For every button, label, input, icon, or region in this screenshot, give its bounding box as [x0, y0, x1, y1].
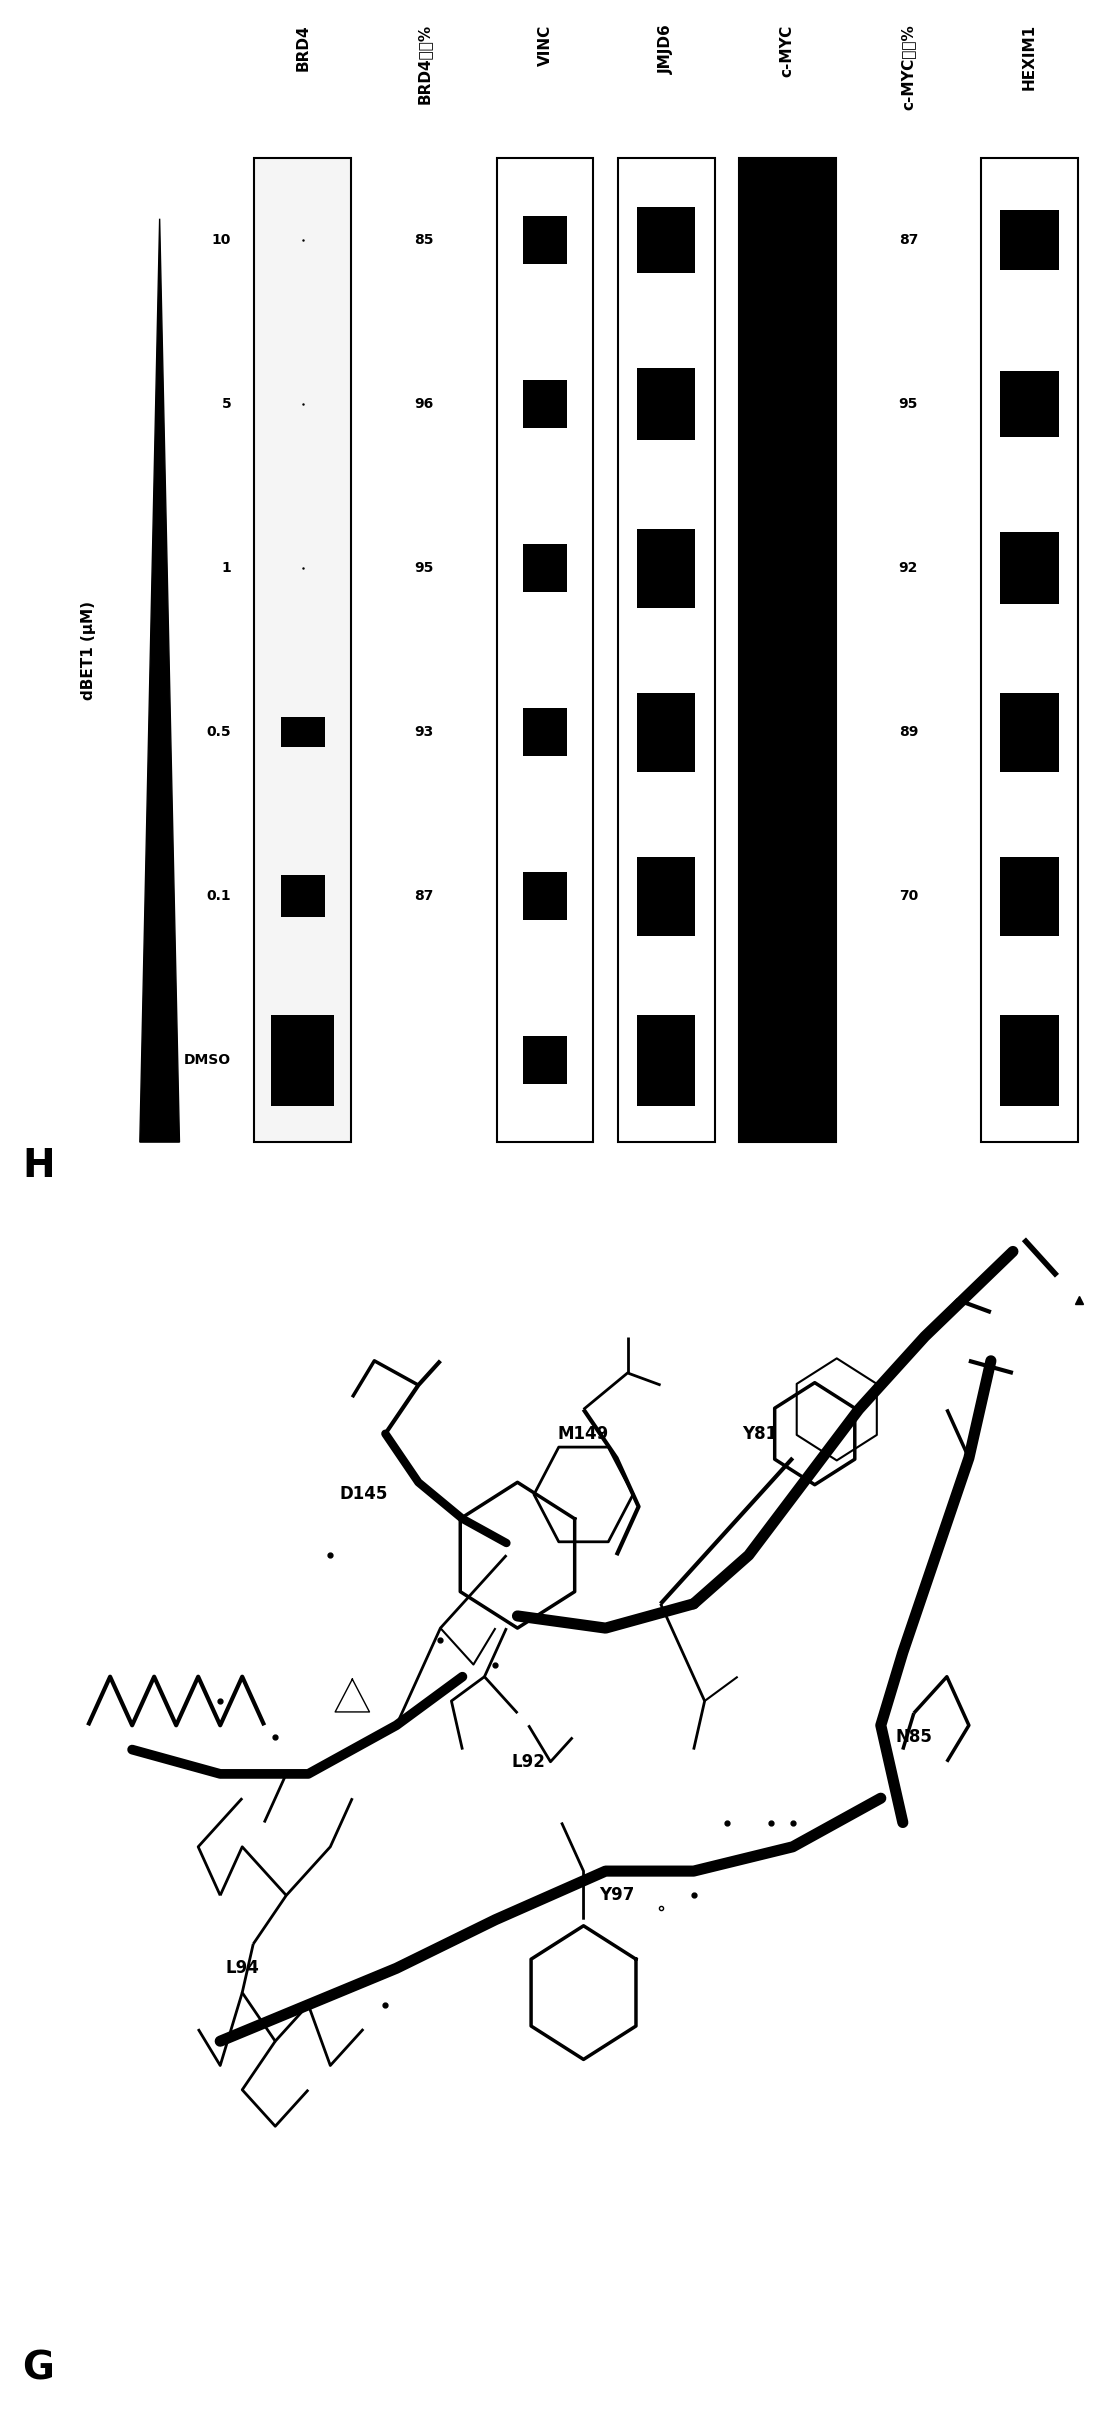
Bar [981, 158, 1078, 1142]
Text: JMJD6: JMJD6 [658, 24, 674, 73]
Text: 92: 92 [898, 561, 918, 576]
Text: BRD4降低%: BRD4降低% [416, 24, 432, 104]
Bar [637, 530, 695, 608]
Bar [1001, 369, 1058, 437]
Bar [281, 717, 325, 748]
Bar [523, 872, 567, 921]
Bar [1001, 858, 1058, 936]
Bar [523, 544, 567, 593]
Text: M149: M149 [558, 1424, 609, 1443]
Bar [523, 379, 567, 428]
Bar [523, 707, 567, 756]
Text: 5: 5 [221, 396, 231, 411]
Bar [637, 367, 695, 440]
Text: 87: 87 [898, 233, 918, 248]
Text: BRD4: BRD4 [295, 24, 310, 70]
Bar [1001, 532, 1058, 605]
Text: DMSO: DMSO [184, 1052, 231, 1067]
Polygon shape [140, 219, 179, 1142]
Bar [618, 158, 715, 1142]
Text: Y81: Y81 [742, 1424, 777, 1443]
Bar [739, 158, 836, 1142]
Bar [271, 1016, 335, 1106]
Text: VINC: VINC [537, 24, 553, 66]
Bar [637, 693, 695, 773]
Text: 85: 85 [414, 233, 434, 248]
Text: 1: 1 [221, 561, 231, 576]
Text: D145: D145 [339, 1485, 388, 1504]
Text: G: G [22, 2350, 54, 2386]
Text: 10: 10 [211, 233, 231, 248]
Text: 89: 89 [898, 724, 918, 739]
Bar [523, 1035, 567, 1084]
Text: dBET1 (μM): dBET1 (μM) [80, 600, 96, 700]
Text: 95: 95 [898, 396, 918, 411]
Text: 96: 96 [414, 396, 434, 411]
Text: 93: 93 [414, 724, 434, 739]
Text: 0.5: 0.5 [207, 724, 231, 739]
Bar [497, 158, 593, 1142]
Text: c-MYC: c-MYC [780, 24, 795, 78]
Bar [254, 158, 351, 1142]
Bar [1001, 209, 1058, 270]
Text: 70: 70 [898, 889, 918, 904]
Text: 95: 95 [414, 561, 434, 576]
Bar [281, 875, 325, 919]
Bar [637, 1016, 695, 1106]
Text: c-MYC降低%: c-MYC降低% [901, 24, 916, 109]
Text: L94: L94 [226, 1959, 259, 1978]
Text: 87: 87 [414, 889, 434, 904]
Text: Y97: Y97 [599, 1886, 634, 1905]
Bar [637, 207, 695, 275]
Text: HEXIM1: HEXIM1 [1022, 24, 1037, 90]
Text: 0.1: 0.1 [207, 889, 231, 904]
Bar [637, 858, 695, 936]
Text: L92: L92 [512, 1752, 545, 1771]
Text: N85: N85 [895, 1728, 933, 1747]
Text: H: H [22, 1147, 55, 1186]
Bar [523, 216, 567, 265]
Bar [1001, 693, 1058, 773]
Bar [1001, 1016, 1058, 1106]
